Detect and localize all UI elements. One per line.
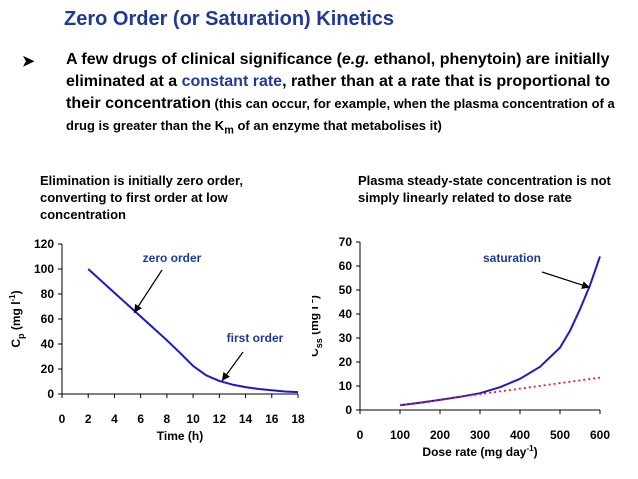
y-tick-label: 80	[41, 287, 55, 301]
right-chart-caption: Plasma steady-state concentration is not…	[358, 173, 611, 205]
x-tick-label: 300	[470, 428, 490, 442]
x-tick-label: 2	[85, 412, 92, 426]
y-tick-label: 20	[41, 362, 55, 376]
bullet-part-4: (this can occur, for example, when the p…	[66, 96, 615, 133]
steady-state-chart: 0 10 20 30 40 50 60 70 0 100 200 300 400 500 600 Css (m…	[312, 235, 610, 459]
slide-title: Zero Order (or Saturation) Kinetics	[64, 8, 395, 30]
y-tick-label: 20	[339, 355, 353, 369]
linear-reference-line	[399, 376, 601, 407]
elimination-chart: 0 20 40 60 80 100 120 0 2 4 6 8 10 12 14 16 18 Cp (mg l-1…	[8, 237, 305, 443]
constant-rate-highlight: constant rate	[181, 73, 283, 90]
bullet-paragraph: A few drugs of clinical significance (e.…	[66, 49, 626, 142]
y-tick-label: 0	[345, 403, 352, 417]
x-axis-label: Dose rate (mg day-1)	[422, 444, 537, 459]
annotation-arrow-line	[133, 269, 163, 314]
x-tick-label: 200	[430, 428, 450, 442]
annotation-arrowhead	[581, 281, 590, 289]
annotation-arrowhead	[221, 372, 230, 381]
y-tick-label: 0	[47, 387, 54, 401]
annotation-label: zero order	[143, 251, 202, 265]
x-tick-label: 0	[357, 428, 364, 442]
y-axis-label: Css (mg l-1)	[312, 295, 324, 357]
annotation-label: first order	[227, 331, 284, 345]
data-series-line	[399, 256, 601, 407]
x-tick-label: 500	[550, 428, 570, 442]
annotation-label: saturation	[483, 251, 541, 265]
x-tick-label: 4	[111, 412, 118, 426]
y-tick-label: 50	[339, 283, 353, 297]
x-tick-label: 12	[213, 412, 227, 426]
bullet-part-3: , rather than at a rate that is proporti…	[66, 73, 611, 112]
x-tick-label: 8	[164, 412, 171, 426]
annotation-arrowhead	[134, 303, 142, 313]
bullet-eg: e.g.	[341, 51, 370, 68]
annotation-arrow-line	[541, 271, 591, 289]
y-tick-label: 120	[34, 237, 54, 251]
x-tick-label: 0	[59, 412, 66, 426]
bullet-arrow-icon: ➤	[22, 53, 35, 70]
x-axis-label: Time (h)	[157, 429, 203, 443]
y-tick-label: 40	[41, 337, 55, 351]
y-tick-label: 100	[34, 262, 54, 276]
y-tick-label: 60	[41, 312, 55, 326]
y-tick-label: 30	[339, 331, 353, 345]
x-tick-label: 14	[239, 412, 253, 426]
bullet-part-5: of an enzyme that metabolises it)	[233, 118, 442, 133]
y-tick-label: 40	[339, 307, 353, 321]
y-tick-label: 10	[339, 379, 353, 393]
left-chart-caption: Elimination is initially zero order, con…	[40, 173, 243, 222]
bullet-part-1: A few drugs of clinical significance (	[66, 51, 342, 68]
km-subscript: m	[224, 124, 234, 137]
data-series-line	[87, 268, 299, 394]
bullet-part-2: ethanol, phenytoin) are initially elimin…	[66, 51, 610, 90]
x-tick-label: 10	[186, 412, 200, 426]
x-tick-label: 100	[390, 428, 410, 442]
x-tick-label: 400	[510, 428, 530, 442]
y-axis-label: Cp (mg l-1)	[8, 290, 26, 347]
x-tick-label: 6	[137, 412, 144, 426]
x-tick-label: 16	[265, 412, 279, 426]
y-tick-label: 70	[339, 235, 353, 249]
x-tick-label: 18	[291, 412, 305, 426]
y-tick-label: 60	[339, 259, 353, 273]
x-tick-label: 600	[590, 428, 610, 442]
